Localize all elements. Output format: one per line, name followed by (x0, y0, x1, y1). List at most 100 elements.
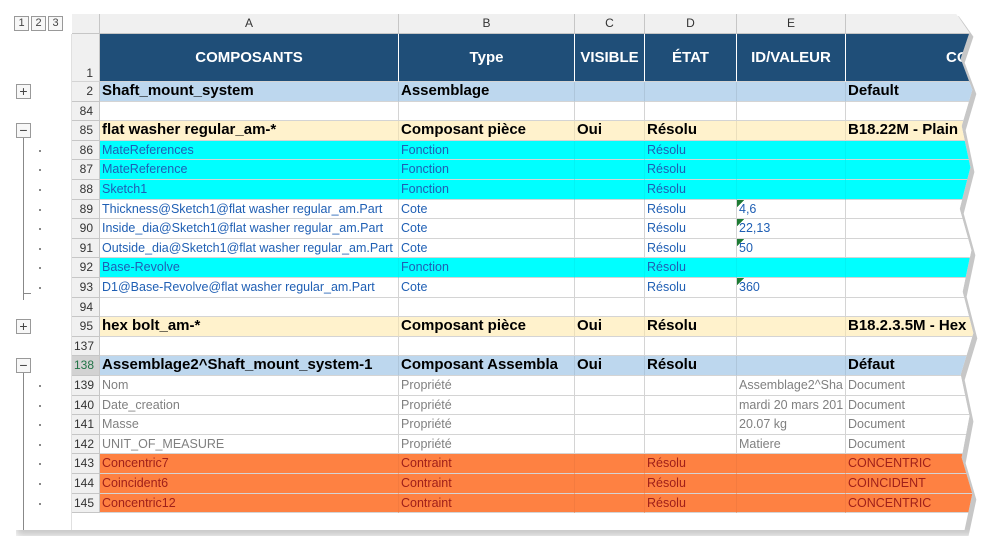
outline-line (23, 373, 24, 530)
cell (575, 395, 645, 416)
cell: Assemblage2^Sha (737, 376, 846, 396)
cell: Défaut (846, 356, 974, 376)
cell: Résolu (645, 121, 737, 141)
outline-dot (39, 424, 41, 427)
cell: Inside_dia@Sketch1@flat washer regular_a… (100, 219, 399, 239)
cell (575, 160, 645, 180)
cell (575, 278, 645, 298)
cell (645, 336, 737, 357)
cell (846, 238, 974, 259)
row-number[interactable]: 142 (72, 434, 100, 455)
row-number[interactable]: 137 (72, 336, 100, 357)
row-number[interactable]: 84 (72, 101, 100, 122)
outline-dot (39, 443, 41, 446)
cell (737, 121, 846, 141)
column-header[interactable]: E (737, 14, 846, 34)
row-number[interactable]: 93 (72, 278, 100, 298)
cell (737, 336, 846, 357)
outline-dot (39, 169, 41, 172)
outline-level-button[interactable]: 1 (14, 16, 29, 31)
cell: 20.07 kg (737, 415, 846, 435)
row-number[interactable]: 144 (72, 474, 100, 494)
row-number[interactable]: 138 (72, 356, 100, 376)
cell: B18.22M - Plain w (846, 121, 974, 141)
row-number[interactable]: 89 (72, 199, 100, 220)
cell (399, 101, 575, 122)
row-number[interactable]: 145 (72, 493, 100, 514)
cell (399, 297, 575, 318)
cell: Cote (399, 238, 575, 259)
cell (575, 415, 645, 435)
outline-line (23, 138, 24, 300)
cell: Thickness@Sketch1@flat washer regular_am… (100, 199, 399, 220)
cell (737, 297, 846, 318)
outline-gutter (12, 34, 72, 530)
cell (737, 180, 846, 200)
row-number[interactable]: 92 (72, 258, 100, 278)
cell: 50 (737, 238, 846, 259)
cell: Propriété (399, 434, 575, 455)
cell: Concentric12 (100, 493, 399, 514)
select-all (72, 14, 100, 34)
cell (846, 160, 974, 180)
row-number[interactable]: 91 (72, 238, 100, 259)
cell (645, 415, 737, 435)
row-number[interactable]: 141 (72, 415, 100, 435)
outline-level-button[interactable]: 2 (31, 16, 46, 31)
row-number[interactable]: 143 (72, 454, 100, 474)
row-number[interactable]: 85 (72, 121, 100, 141)
row-number[interactable]: 95 (72, 317, 100, 337)
cell (737, 140, 846, 161)
column-header[interactable]: B (399, 14, 575, 34)
column-header[interactable]: C (575, 14, 645, 34)
row-number[interactable]: 140 (72, 395, 100, 416)
column-header[interactable]: D (645, 14, 737, 34)
header-cell: ÉTAT (645, 34, 737, 82)
cell: B18.2.3.5M - Hex (846, 317, 974, 337)
row-number[interactable]: 139 (72, 376, 100, 396)
cell (575, 180, 645, 200)
cell: Résolu (645, 317, 737, 337)
cell: Cote (399, 219, 575, 239)
cell: Date_creation (100, 395, 399, 416)
cell (846, 297, 974, 318)
cell (846, 101, 974, 122)
cell (645, 101, 737, 122)
cell: Oui (575, 317, 645, 337)
cell (575, 82, 645, 102)
cell: Résolu (645, 199, 737, 220)
outline-level-button[interactable]: 3 (48, 16, 63, 31)
cell: Fonction (399, 140, 575, 161)
cell: Propriété (399, 395, 575, 416)
cell: Résolu (645, 493, 737, 514)
expand-button[interactable]: + (16, 84, 31, 99)
cell (846, 336, 974, 357)
cell (575, 101, 645, 122)
cell: Résolu (645, 160, 737, 180)
outline-dot (39, 189, 41, 191)
cell (575, 297, 645, 318)
outline-dot (39, 247, 41, 250)
column-header[interactable]: A (100, 14, 399, 34)
row-number[interactable]: 2 (72, 82, 100, 102)
cell: Contraint (399, 493, 575, 514)
row-number[interactable]: 90 (72, 219, 100, 239)
row-number[interactable]: 1 (72, 34, 100, 82)
cell (575, 376, 645, 396)
collapse-button[interactable]: − (16, 123, 31, 139)
row-number[interactable]: 94 (72, 297, 100, 318)
header-cell: ID/VALEUR (737, 34, 846, 82)
cell (846, 258, 974, 278)
cell (737, 82, 846, 102)
row-number[interactable]: 87 (72, 160, 100, 180)
outline-dot (39, 267, 41, 270)
header-cell: Type (399, 34, 575, 82)
row-number[interactable]: 86 (72, 140, 100, 161)
collapse-button[interactable]: − (16, 358, 31, 374)
row-number[interactable]: 88 (72, 180, 100, 200)
cell (737, 317, 846, 337)
expand-button[interactable]: + (16, 319, 31, 335)
cell (575, 434, 645, 455)
cell: Document (846, 434, 974, 455)
cell: 22,13 (737, 219, 846, 239)
